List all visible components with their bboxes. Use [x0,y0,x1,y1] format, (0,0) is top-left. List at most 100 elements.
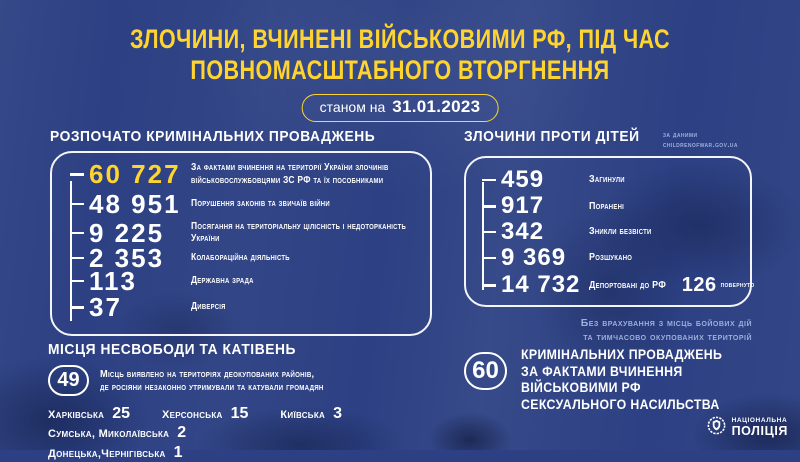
source-note-line-1: за даними [662,130,698,139]
stat-row: 113 Державна зрада [70,266,420,296]
bracket-tick [482,230,496,233]
returned-count: 126 [681,273,717,296]
returned-label: повернуто [720,281,755,289]
section-criminal-proceedings: РОЗПОЧАТО КРИМІНАЛЬНИХ ПРОВАДЖЕНЬ 60 727… [50,128,432,336]
section-sexual-violence: 60 КРИМІНАЛЬНИХ ПРОВАДЖЕНЬ ЗА ФАКТАМИ ВЧ… [464,346,794,412]
sv-line-3: ВІЙСЬКОВИМИ РФ [521,379,641,395]
police-badge-icon [706,415,727,441]
region-name: Київська [280,409,326,421]
stat-row: 37 Диверсія [70,292,420,323]
stat-value: 459 [501,165,545,193]
region-item: Харківська 25 [48,405,130,423]
bracket-tick [482,178,496,181]
logo-text: НАЦІОНАЛЬНА ПОЛІЦІЯ [731,417,788,438]
captivity-description: Місць виявлено на територіях деокуповани… [100,368,354,394]
stat-value: 2 353 [89,242,165,273]
captivity-description-line-2: де росіяни незаконно утримували та катув… [100,380,324,393]
stat-row: 2 353 Колабораційна діяльність [70,243,420,273]
region-stats: Харківська 25 Херсонська 15 Київська 3 С… [48,405,458,462]
footnote-line-2: та тимчасово окупованих територій [583,331,752,344]
proceedings-box: 60 727 За фактами вчинення на території … [50,151,432,336]
sexual-violence-row: 60 КРИМІНАЛЬНИХ ПРОВАДЖЕНЬ ЗА ФАКТАМИ ВЧ… [464,346,794,412]
logo-line-2: ПОЛІЦІЯ [731,423,788,438]
stat-label: Загинули [589,173,625,186]
sexual-violence-count-badge: 60 [464,352,507,390]
bracket-line [70,181,72,321]
children-heading: ЗЛОЧИНИ ПРОТИ ДІТЕЙ [464,128,640,145]
region-item: Сумська, Миколаївська 2 [48,424,186,442]
region-value: 2 [177,424,187,441]
sv-line-4: СЕКСУАЛЬНОГО НАСИЛЬСТВА [521,395,720,412]
bracket-tick [70,279,84,283]
region-name: Харківська [48,409,105,421]
date-badge: станом на 31.01.2023 [301,94,499,122]
stat-label: Поранені [589,199,625,212]
stat-row: 459 Загинули [482,166,742,193]
region-name: Сумська, Миколаївська [48,428,170,440]
stat-row: 9 225 Посягання на територіальну цілісні… [70,217,420,248]
stat-value: 9 369 [501,243,567,271]
bracket-tick [70,202,84,206]
stat-label: Посягання на територіальну цілісність і … [191,220,406,245]
stat-label: Порушення законів та звичаїв війни [191,197,330,209]
stat-label: Розшукано [589,251,633,264]
page-title: ЗЛОЧИНИ, ВЧИНЕНІ ВІЙСЬКОВИМИ РФ, ПІД ЧАС… [0,24,800,86]
region-value: 15 [230,405,249,422]
region-value: 25 [112,405,131,422]
region-value: 1 [173,444,183,461]
stat-label: Депортовані до РФ [589,278,667,291]
children-box: 459 Загинули 917 Поранені 342 Зникли без… [464,156,754,308]
stat-value: 60 727 [89,159,181,189]
date-badge-value: 31.01.2023 [392,97,481,116]
stat-row: 917 Поранені [482,192,742,220]
stat-value: 917 [501,192,545,220]
section-crimes-against-children: ЗЛОЧИНИ ПРОТИ ДІТЕЙ за даними childrenof… [464,128,754,345]
sexual-violence-description: КРИМІНАЛЬНИХ ПРОВАДЖЕНЬ ЗА ФАКТАМИ ВЧИНЕ… [521,346,750,412]
bracket-tick [70,173,84,176]
stat-label: Диверсія [191,301,226,313]
title-line-2: ПОВНОМАСШТАБНОГО ВТОРГНЕННЯ [190,55,610,85]
national-police-logo: НАЦІОНАЛЬНА ПОЛІЦІЯ [706,415,788,441]
bracket-tick [70,231,84,235]
stat-value: 14 732 [501,271,581,299]
stat-value: 37 [89,292,122,322]
stat-row-deported: 14 732 Депортовані до РФ 126 повернуто [482,271,754,299]
stat-row: 48 951 Порушення законів та звичаїв війн… [70,188,420,220]
footnote-line-1: Без врахування з місць бойових дій [580,317,752,330]
region-item: Донецька,Чернігівська 1 [48,444,183,462]
captivity-heading: МІСЦЯ НЕСВОБОДИ ТА КАТІВЕНЬ [48,341,296,358]
date-badge-prefix: станом на [319,99,386,115]
stat-label: Колабораційна діяльність [191,251,290,263]
region-item: Херсонська 15 [162,405,248,423]
proceedings-heading: РОЗПОЧАТО КРИМІНАЛЬНИХ ПРОВАДЖЕНЬ [50,128,376,145]
stat-label: Зникли безвісти [589,225,652,238]
bracket-line [482,182,484,291]
region-name: Херсонська [162,409,223,421]
stat-row: 342 Зникли безвісти [482,218,742,245]
bracket-tick [482,284,496,287]
stat-value: 48 951 [89,188,181,219]
title-line-1: ЗЛОЧИНИ, ВЧИНЕНІ ВІЙСЬКОВИМИ РФ, ПІД ЧАС [129,24,671,54]
stat-label: За фактами вчинення на території України… [191,162,389,186]
sv-line-2: ЗА ФАКТАМИ ВЧИНЕННЯ [521,362,683,379]
stat-value: 113 [89,265,137,296]
captivity-count-badge: 49 [48,365,89,396]
logo-line-1: НАЦІОНАЛЬНА [731,417,788,425]
bracket-tick [482,205,496,208]
captivity-description-line-1: Місць виявлено на територіях деокуповани… [100,367,315,380]
source-note-line-2: childrenofwar.gov.ua [662,140,738,150]
captivity-stat-row: 49 Місць виявлено на територіях деокупов… [48,365,458,396]
stat-label: Державна зрада [191,274,254,286]
sv-line-1: КРИМІНАЛЬНИХ ПРОВАДЖЕНЬ [521,346,723,362]
section-places-of-captivity: МІСЦЯ НЕСВОБОДИ ТА КАТІВЕНЬ 49 Місць вия… [48,341,458,462]
region-value: 3 [333,405,343,422]
stat-value: 9 225 [89,217,165,248]
bracket-tick [482,256,496,259]
stat-row: 60 727 За фактами вчинення на території … [70,159,420,189]
bracket-tick [70,306,84,309]
data-source-note: за даними childrenofwar.gov.ua [663,130,738,150]
stat-row: 9 369 Розшукано [482,244,742,271]
region-item: Київська 3 [280,405,342,423]
children-footnote: Без врахування з місць бойових дій та ти… [464,316,752,344]
children-heading-row: ЗЛОЧИНИ ПРОТИ ДІТЕЙ за даними childrenof… [464,128,752,150]
